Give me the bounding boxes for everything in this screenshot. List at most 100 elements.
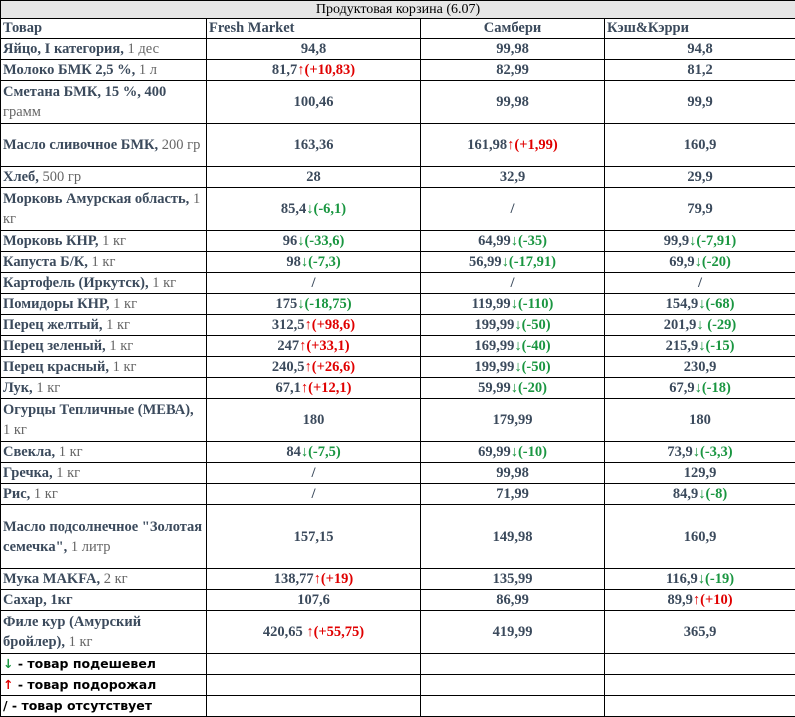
price-change: (-20) bbox=[702, 254, 731, 270]
price-value: 98 bbox=[286, 254, 301, 270]
product-name-cell: Огурцы Тепличные (МЕВА), 1 кг bbox=[1, 399, 207, 442]
price-cell: 94,8 bbox=[605, 39, 795, 60]
product-unit: 1 кг bbox=[106, 338, 134, 354]
arrow-down-icon: ↓ bbox=[514, 338, 521, 354]
product-unit: 1 кг bbox=[53, 465, 81, 481]
price-change: (-110) bbox=[518, 296, 553, 312]
price-change: (-35) bbox=[518, 233, 547, 249]
price-value: 419,99 bbox=[493, 624, 533, 640]
price-cell: 116,9↓(-19) bbox=[605, 569, 795, 590]
product-name: Лук, bbox=[3, 380, 33, 396]
product-unit: 1 литр bbox=[67, 539, 110, 555]
price-cell: 79,9 bbox=[605, 188, 795, 231]
price-change: (+98,6) bbox=[312, 317, 355, 333]
price-value: 180 bbox=[303, 412, 325, 428]
arrow-down-icon: ↓ bbox=[514, 359, 521, 375]
product-name-cell: Капуста Б/К, 1 кг bbox=[1, 252, 207, 273]
price-change: (-7,3) bbox=[308, 254, 341, 270]
price-value: 81,7 bbox=[272, 62, 297, 78]
product-name: Мука MAKFA, bbox=[3, 571, 100, 587]
product-name: Масло сливочное БМК, bbox=[3, 137, 158, 153]
price-value: 86,99 bbox=[496, 592, 529, 608]
price-change: (-3,3) bbox=[700, 444, 733, 460]
price-value: 163,36 bbox=[294, 137, 334, 153]
price-cell: 154,9↓(-68) bbox=[605, 294, 795, 315]
product-name: Перец зеленый, bbox=[3, 338, 106, 354]
arrow-down-icon: ↓ bbox=[511, 233, 518, 249]
empty-cell bbox=[207, 654, 421, 675]
price-cell: / bbox=[605, 273, 795, 294]
price-cell: 84,9↓(-8) bbox=[605, 484, 795, 505]
price-cell: 180 bbox=[207, 399, 421, 442]
product-name-cell: Сахар, 1кг bbox=[1, 590, 207, 611]
price-cell: 247↑(+33,1) bbox=[207, 336, 421, 357]
price-value: 71,99 bbox=[496, 486, 529, 502]
price-value: 160,9 bbox=[684, 137, 717, 153]
price-cell: 119,99↓(-110) bbox=[421, 294, 605, 315]
price-change: (+55,75) bbox=[314, 624, 365, 640]
price-cell: / bbox=[207, 273, 421, 294]
product-name: Картофель (Иркутск), bbox=[3, 275, 149, 291]
price-cell: 107,6 bbox=[207, 590, 421, 611]
arrow-down-icon: ↓ bbox=[514, 317, 521, 333]
price-value: 99,9 bbox=[687, 94, 712, 110]
price-cell: 199,99↓(-50) bbox=[421, 357, 605, 378]
price-cell: 32,9 bbox=[421, 167, 605, 188]
price-value: / bbox=[510, 275, 514, 291]
price-cell: 215,9↓(-15) bbox=[605, 336, 795, 357]
price-change: (-15) bbox=[705, 338, 734, 354]
price-value: 56,99 bbox=[469, 254, 502, 270]
empty-cell bbox=[605, 654, 795, 675]
price-cell: 69,9↓(-20) bbox=[605, 252, 795, 273]
arrow-down-icon: ↓ bbox=[693, 444, 700, 460]
price-value: 154,9 bbox=[666, 296, 699, 312]
price-value: 69,9 bbox=[669, 254, 694, 270]
price-cell: 201,9↓ (-29) bbox=[605, 315, 795, 336]
price-value: 73,9 bbox=[667, 444, 692, 460]
empty-cell bbox=[421, 696, 605, 717]
product-unit: 2 кг bbox=[100, 571, 128, 587]
product-name-cell: Сметана БМК, 15 %, 400 грамм bbox=[1, 81, 207, 124]
price-value: 149,98 bbox=[493, 529, 533, 545]
product-unit: 1 кг bbox=[30, 486, 58, 502]
price-value: / bbox=[698, 275, 702, 291]
product-name-cell: Хлеб, 500 гр bbox=[1, 167, 207, 188]
legend-row: / - товар отсутствует bbox=[1, 696, 795, 717]
price-value: 199,99 bbox=[474, 317, 514, 333]
price-change: (-17,91) bbox=[509, 254, 556, 270]
product-unit: 1 кг bbox=[65, 634, 93, 650]
price-change: (-7,91) bbox=[696, 233, 736, 249]
price-cell: 365,9 bbox=[605, 611, 795, 654]
price-cell: 100,46 bbox=[207, 81, 421, 124]
price-change: (-19) bbox=[705, 571, 734, 587]
header-cash-carry: Кэш&Кэрри bbox=[605, 19, 795, 39]
arrow-down-icon: ↓ bbox=[511, 296, 518, 312]
arrow-down-icon: ↓ bbox=[301, 254, 308, 270]
price-change: (+12,1) bbox=[308, 380, 351, 396]
product-name: Молоко БМК 2,5 %, bbox=[3, 62, 135, 78]
price-cell: 175↓(-18,75) bbox=[207, 294, 421, 315]
table-title: Продуктовая корзина (6.07) bbox=[1, 1, 795, 19]
price-change: (-29) bbox=[704, 317, 737, 333]
product-name: Яйцо, I категория, bbox=[3, 41, 124, 57]
price-cell: 94,8 bbox=[207, 39, 421, 60]
product-unit: 1 кг bbox=[149, 275, 177, 291]
price-cell: 230,9 bbox=[605, 357, 795, 378]
price-change: (-20) bbox=[518, 380, 547, 396]
price-cell: 64,99↓(-35) bbox=[421, 231, 605, 252]
price-cell: / bbox=[207, 484, 421, 505]
price-change: (-10) bbox=[518, 444, 547, 460]
product-name-cell: Молоко БМК 2,5 %, 1 л bbox=[1, 60, 207, 81]
price-value: 157,15 bbox=[294, 529, 334, 545]
price-value: 420,65 bbox=[263, 624, 307, 640]
price-value: 64,99 bbox=[478, 233, 511, 249]
price-cell: 69,99↓(-10) bbox=[421, 442, 605, 463]
price-value: 175 bbox=[275, 296, 297, 312]
product-name-cell: Перец желтый, 1 кг bbox=[1, 315, 207, 336]
price-value: 67,9 bbox=[669, 380, 694, 396]
price-cell: 129,9 bbox=[605, 463, 795, 484]
price-cell: 160,9 bbox=[605, 124, 795, 167]
price-value: 119,99 bbox=[472, 296, 511, 312]
